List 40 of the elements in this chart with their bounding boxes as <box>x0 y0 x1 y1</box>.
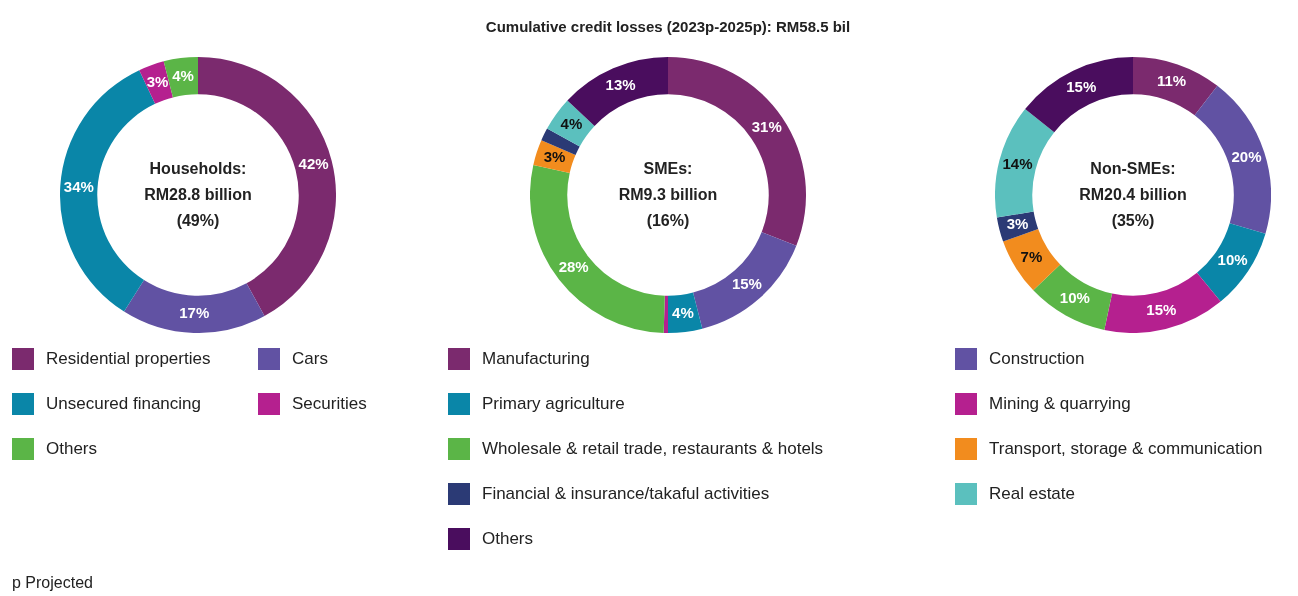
legend-label: Transport, storage & communication <box>989 439 1263 459</box>
text: p Projected <box>12 574 93 592</box>
legend-label: Financial & insurance/takaful activities <box>482 484 770 504</box>
legend-label: Primary agriculture <box>482 394 625 414</box>
data-label: 28% <box>558 258 589 276</box>
data-label: 11% <box>1156 72 1187 90</box>
data-label: 4% <box>172 66 194 84</box>
text: Non-SMEs: RM20.4 billion (35%) <box>1079 159 1187 231</box>
data-label: 3% <box>146 72 169 90</box>
legend-label: Others <box>482 529 534 549</box>
data-label: 15% <box>1146 301 1177 319</box>
data-label: 34% <box>63 177 94 195</box>
data-label: 42% <box>298 155 329 173</box>
legend-label: Cars <box>292 349 328 369</box>
data-label: 15% <box>731 274 762 292</box>
legend-label: Others <box>46 439 98 459</box>
data-label: 15% <box>1066 77 1097 95</box>
data-label: 14% <box>1002 155 1033 173</box>
data-label: 31% <box>751 118 782 136</box>
data-label: 7% <box>1020 247 1043 265</box>
data-label: 10% <box>1059 289 1090 307</box>
legend-label: Residential properties <box>46 349 211 369</box>
legend-label: Securities <box>292 394 367 414</box>
legend-label: Manufacturing <box>482 349 590 369</box>
legend-label: Wholesale & retail trade, restaurants & hotels <box>482 439 824 459</box>
data-label: 4% <box>560 114 583 132</box>
data-label: 17% <box>179 304 210 322</box>
data-label: 20% <box>1231 148 1262 166</box>
legend-label: Construction <box>989 349 1085 369</box>
data-label: 3% <box>543 148 566 166</box>
data-label: 10% <box>1217 250 1248 268</box>
legend-label: Real estate <box>989 484 1075 504</box>
legend-label: Unsecured financing <box>46 394 201 414</box>
legend-label: Mining & quarrying <box>989 394 1131 414</box>
data-label: 3% <box>1006 215 1029 233</box>
data-label: 13% <box>605 75 636 93</box>
text: SMEs: RM9.3 billion (16%) <box>618 159 718 231</box>
chart-title: Cumulative credit losses (2023p-2025p): RM58.5 bil <box>484 18 852 35</box>
data-label: 4% <box>672 303 694 321</box>
text: Households: RM28.8 billion (49%) <box>144 159 252 231</box>
